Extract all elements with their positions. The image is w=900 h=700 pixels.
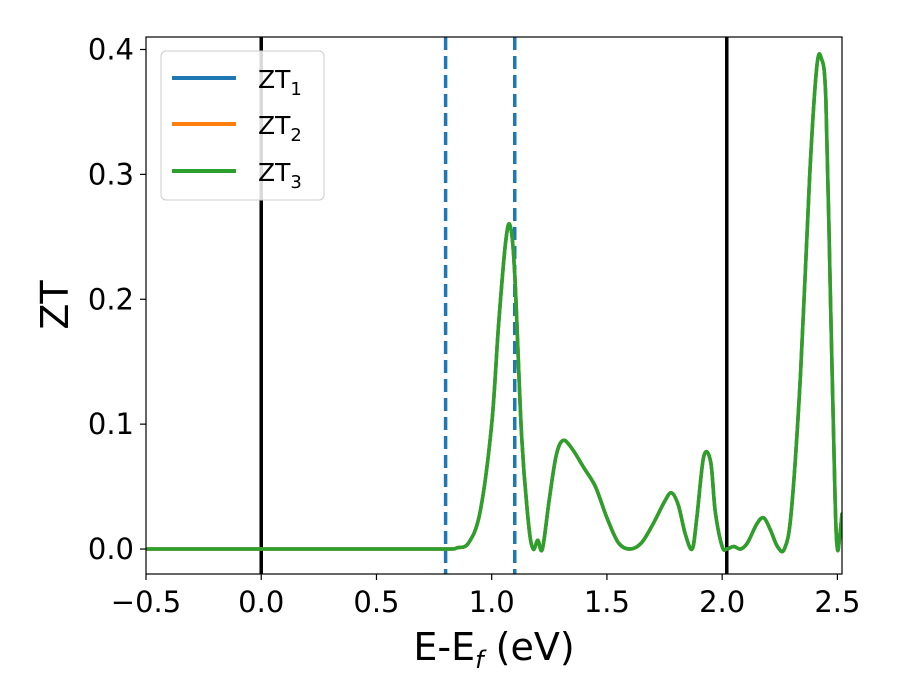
series-layer [146,52,842,554]
legend-label-zt3: ZT3 [258,158,302,193]
x-axis-label: E-Ef (eV) [413,625,574,674]
x-tick-label: 2.0 [699,585,745,619]
y-axis-ticks: 0.0 0.1 0.2 0.3 0.4 [88,32,146,566]
plot-frame [145,36,843,575]
legend: ZT1 ZT2 ZT3 [160,50,325,201]
y-tick-label: 0.2 [88,282,134,316]
x-tick-label: 1.0 [469,585,515,619]
y-axis-label: ZT [33,280,77,330]
x-tick-label: 1.5 [584,585,630,619]
x-axis-ticks: −0.5 0.0 0.5 1.0 1.5 2.0 2.5 [111,574,860,619]
y-tick-label: 0.3 [88,157,134,191]
legend-label-zt2: ZT2 [258,111,302,146]
y-tick-label: 0.0 [88,532,134,566]
y-tick-label: 0.1 [88,407,134,441]
legend-label-zt1: ZT1 [258,65,302,100]
x-tick-label: 0.0 [238,585,284,619]
x-tick-label: −0.5 [111,585,181,619]
legend-box [160,50,325,201]
vertical-reference-lines [259,37,729,574]
x-tick-label: 2.5 [814,585,860,619]
x-tick-label: 0.5 [353,585,399,619]
y-tick-label: 0.4 [88,32,134,66]
series-line-zt3 [146,52,842,554]
